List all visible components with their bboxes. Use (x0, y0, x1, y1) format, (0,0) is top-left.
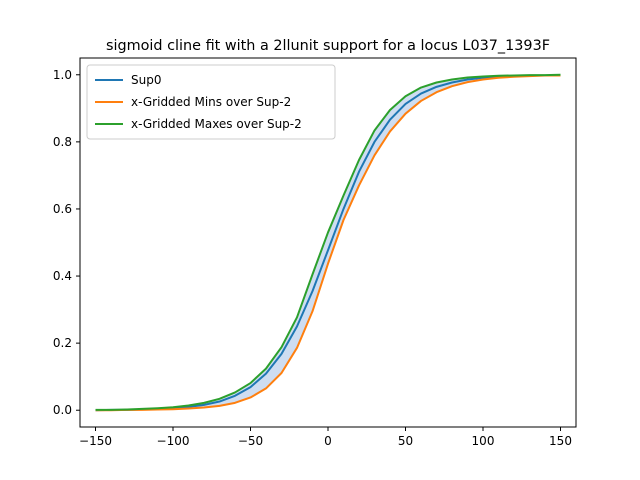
x-tick-label: −100 (157, 434, 190, 448)
y-tick-label: 0.2 (53, 336, 72, 350)
x-tick-label: −150 (79, 434, 112, 448)
series-line-1 (95, 74, 561, 412)
legend-label-2: x-Gridded Maxes over Sup-2 (131, 117, 302, 131)
y-tick-label: 0.6 (53, 202, 72, 216)
legend-box (86, 64, 336, 140)
x-tick-label: 50 (398, 434, 413, 448)
x-tick-label: 100 (472, 434, 495, 448)
x-axis: −150 −100 −50 0 50 100 150 (79, 427, 572, 448)
legend-label-1: x-Gridded Mins over Sup-2 (131, 95, 291, 109)
x-tick-label: 150 (549, 434, 572, 448)
plot-area (79, 57, 577, 428)
y-tick-label: 0.0 (53, 403, 72, 417)
legend-label-0: Sup0 (131, 73, 161, 87)
x-tick-label: −50 (238, 434, 263, 448)
x-tick-label: 0 (324, 434, 332, 448)
y-axis: 0.0 0.2 0.4 0.6 0.8 1.0 (53, 68, 80, 417)
chart-title: sigmoid cline fit with a 2llunit support… (106, 38, 550, 54)
y-tick-label: 1.0 (53, 68, 72, 82)
legend: Sup0 x-Gridded Mins over Sup-2 x-Gridded M… (86, 64, 336, 140)
support-band (95, 74, 561, 411)
y-tick-label: 0.8 (53, 135, 72, 149)
y-tick-label: 0.4 (53, 269, 72, 283)
series-line-2 (95, 73, 561, 411)
